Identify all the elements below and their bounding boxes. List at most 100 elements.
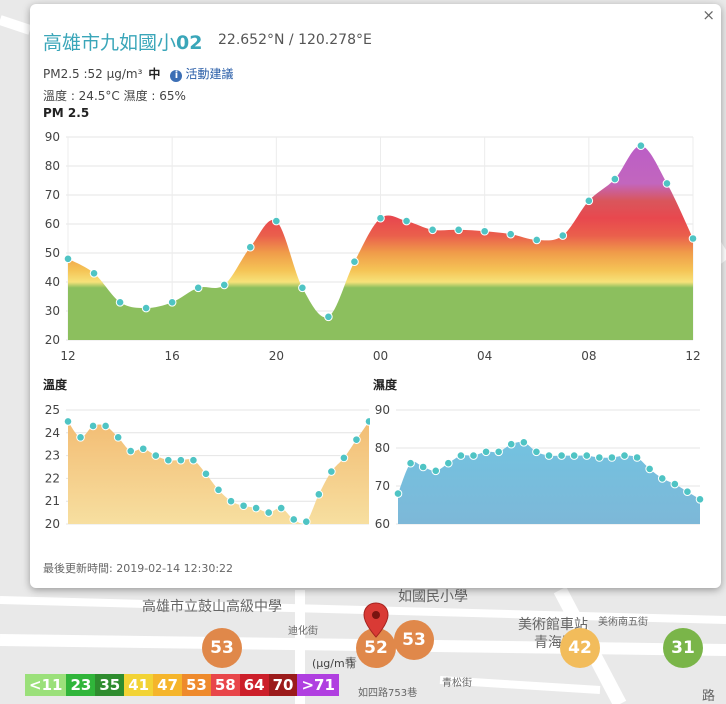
data-point[interactable] [481, 447, 491, 457]
data-point[interactable] [364, 417, 370, 426]
data-point[interactable] [557, 451, 566, 460]
data-point[interactable] [219, 280, 229, 290]
y-tick-label: 70 [45, 188, 60, 202]
data-point[interactable] [662, 179, 672, 188]
sensor-cluster[interactable]: 53 [202, 628, 242, 668]
data-point[interactable] [251, 503, 261, 513]
data-point[interactable] [494, 447, 503, 457]
data-point[interactable] [138, 444, 148, 454]
data-point[interactable] [167, 298, 177, 307]
data-point[interactable] [101, 421, 110, 431]
data-point[interactable] [670, 479, 680, 489]
data-point[interactable] [695, 495, 705, 504]
data-point[interactable] [245, 242, 255, 252]
data-point[interactable] [350, 257, 359, 266]
sensor-cluster[interactable]: 53 [394, 620, 434, 660]
data-point[interactable] [289, 515, 299, 524]
data-point[interactable] [454, 225, 463, 235]
data-point[interactable] [620, 451, 629, 460]
data-point[interactable] [582, 451, 592, 460]
data-point[interactable] [76, 433, 85, 442]
data-point[interactable] [544, 451, 554, 460]
data-point[interactable] [141, 303, 151, 313]
data-point[interactable] [428, 225, 437, 235]
legend-item: 35 [95, 674, 125, 696]
data-point[interactable] [151, 451, 161, 460]
data-point[interactable] [506, 229, 516, 239]
data-point[interactable] [532, 235, 542, 245]
series-area [68, 421, 369, 524]
data-point[interactable] [164, 455, 173, 465]
data-point[interactable] [456, 451, 466, 460]
data-point[interactable] [272, 216, 281, 226]
data-point[interactable] [595, 453, 604, 462]
map-pin-icon[interactable] [363, 602, 389, 638]
data-point[interactable] [532, 447, 541, 457]
data-point[interactable] [339, 453, 349, 463]
y-tick-label: 90 [45, 130, 60, 144]
data-point[interactable] [115, 298, 125, 307]
station-suffix: 02 [176, 32, 203, 54]
data-point[interactable] [89, 269, 99, 278]
data-point[interactable] [113, 433, 123, 442]
data-point[interactable] [610, 174, 620, 184]
x-tick-label: 20 [269, 349, 284, 363]
data-point[interactable] [506, 439, 516, 449]
info-icon[interactable]: i [170, 70, 183, 82]
data-point[interactable] [314, 490, 324, 499]
data-point[interactable] [226, 496, 236, 506]
data-point[interactable] [393, 489, 403, 498]
data-point[interactable] [63, 254, 73, 264]
data-point[interactable] [431, 466, 441, 476]
sensor-cluster[interactable]: 42 [560, 628, 600, 668]
data-point[interactable] [239, 501, 248, 511]
data-point[interactable] [88, 421, 98, 431]
data-point[interactable] [569, 451, 579, 460]
map-label-nearby-school: 如國民小學 [398, 589, 468, 605]
series-area [398, 441, 700, 524]
data-point[interactable] [657, 474, 667, 483]
data-point[interactable] [558, 231, 568, 240]
temp-chart-title: 溫度 [43, 378, 68, 392]
data-point[interactable] [298, 283, 307, 293]
y-tick-label: 24 [45, 426, 60, 440]
data-point[interactable] [632, 453, 642, 462]
data-point[interactable] [264, 508, 273, 517]
data-point[interactable] [418, 462, 428, 472]
data-point[interactable] [645, 464, 654, 474]
x-tick-label: 16 [165, 349, 180, 363]
data-point[interactable] [193, 283, 203, 293]
data-point[interactable] [324, 312, 333, 322]
data-point[interactable] [176, 455, 186, 465]
data-point[interactable] [126, 446, 136, 456]
data-point[interactable] [201, 469, 211, 479]
map-label-road: 美術南五街 [598, 617, 648, 628]
data-point[interactable] [327, 467, 336, 476]
data-point[interactable] [444, 458, 453, 468]
data-point[interactable] [376, 213, 385, 223]
data-point[interactable] [352, 435, 361, 444]
data-point[interactable] [480, 226, 489, 236]
data-point[interactable] [406, 458, 415, 468]
station-name: 高雄市九如國小 [43, 32, 177, 54]
data-point[interactable] [276, 503, 286, 513]
data-point[interactable] [688, 234, 698, 243]
data-point[interactable] [301, 517, 311, 527]
data-point[interactable] [469, 451, 478, 460]
data-point[interactable] [189, 455, 198, 465]
data-point[interactable] [607, 453, 617, 462]
y-tick-label: 80 [375, 441, 390, 455]
data-point[interactable] [636, 141, 646, 151]
data-point[interactable] [214, 485, 223, 495]
sensor-cluster[interactable]: 31 [663, 628, 703, 668]
data-point[interactable] [402, 216, 411, 226]
pm-reading-line: PM2.5 :52 μg/m³ 中 i 活動建議 [43, 65, 233, 82]
data-point[interactable] [584, 196, 594, 206]
station-coords: 22.652°N / 120.278°E [218, 32, 372, 48]
close-icon[interactable]: × [702, 6, 715, 24]
data-point[interactable] [519, 438, 529, 447]
data-point[interactable] [683, 487, 692, 496]
y-tick-label: 22 [45, 471, 60, 485]
activity-advice-link[interactable]: 活動建議 [185, 67, 234, 81]
data-point[interactable] [63, 417, 73, 426]
